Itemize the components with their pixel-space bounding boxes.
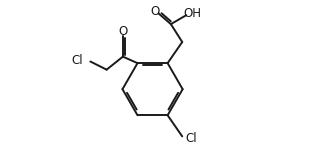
- Text: Cl: Cl: [71, 54, 82, 67]
- Text: O: O: [118, 25, 127, 38]
- Text: OH: OH: [184, 7, 202, 20]
- Text: O: O: [150, 5, 160, 18]
- Text: Cl: Cl: [185, 132, 197, 144]
